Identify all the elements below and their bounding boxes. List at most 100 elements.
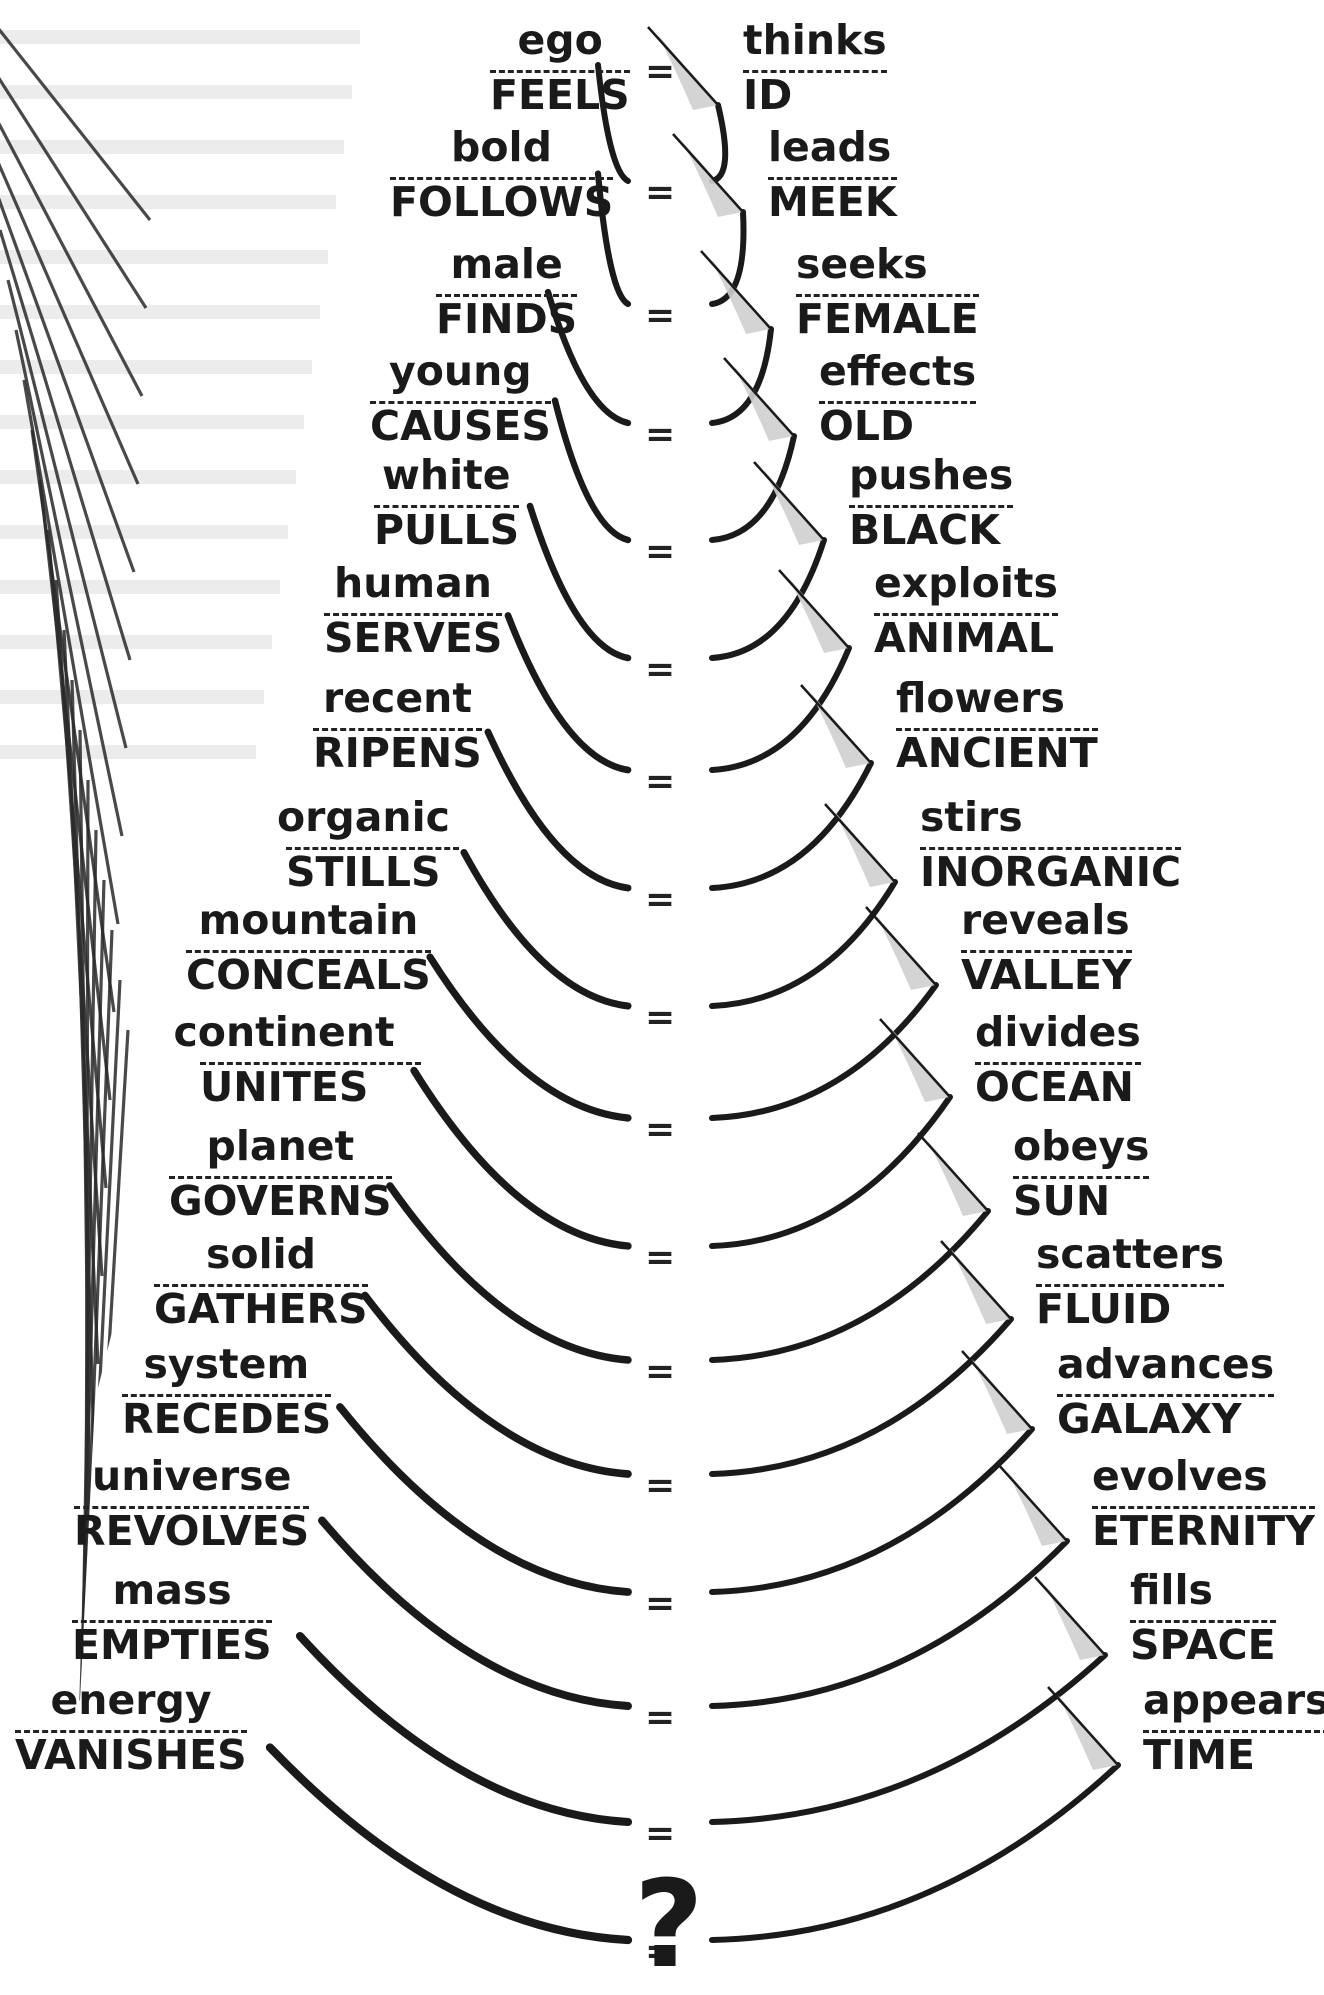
chevron-line <box>824 803 896 883</box>
left-numerator: planet <box>206 1122 355 1170</box>
chevron-line <box>700 250 772 330</box>
fraction-dash-line <box>122 1394 331 1397</box>
left-arc <box>386 1182 632 1364</box>
fraction-dash-line <box>975 1062 1141 1065</box>
equals-sign: = <box>645 1237 676 1278</box>
right-numerator: effects <box>819 347 977 395</box>
right-denominator: FEMALE <box>796 295 979 343</box>
right-denominator: OLD <box>819 402 915 450</box>
fraction-dash-line <box>961 950 1132 953</box>
right-numerator: exploits <box>874 559 1058 607</box>
fraction-dash-line <box>1036 1284 1224 1287</box>
fan-line <box>0 122 144 397</box>
fraction-dash-line <box>768 177 897 180</box>
fraction-dash-line <box>796 294 979 297</box>
right-denominator: BLACK <box>849 506 1000 554</box>
final-question-mark: ? <box>634 1856 704 1995</box>
fraction-dash-line <box>169 1176 392 1179</box>
fraction-dash-line <box>313 728 482 731</box>
left-numerator: white <box>382 451 511 499</box>
left-denominator: FOLLOWS <box>390 178 614 226</box>
chevron-line <box>647 26 719 106</box>
equals-sign: = <box>645 295 676 336</box>
fraction-dash-line <box>186 950 431 953</box>
left-denominator: UNITES <box>200 1063 369 1111</box>
equals-sign: = <box>645 761 676 802</box>
right-arc <box>709 982 939 1121</box>
right-denominator: GALAXY <box>1057 1395 1242 1443</box>
ghost-text-line <box>0 690 264 704</box>
chevron-line <box>800 684 872 764</box>
fan-line <box>22 379 120 925</box>
right-denominator: INORGANIC <box>920 848 1182 896</box>
right-denominator: ETERNITY <box>1092 1507 1315 1555</box>
right-numerator: reveals <box>961 896 1130 944</box>
right-denominator: SPACE <box>1130 1621 1276 1669</box>
right-arc <box>709 1316 1014 1477</box>
equals-sign: = <box>645 1465 676 1506</box>
ghost-text-line <box>0 360 312 374</box>
left-numerator: male <box>450 240 563 288</box>
equals-sign: = <box>645 1697 676 1738</box>
chevron-line <box>961 1350 1033 1430</box>
fan-line <box>0 162 140 485</box>
left-arc <box>544 288 632 427</box>
right-numerator: thinks <box>743 16 887 64</box>
equals-sign: = <box>645 649 676 690</box>
left-numerator: recent <box>323 674 472 722</box>
right-arc <box>709 537 827 661</box>
chevron-line <box>940 1240 1012 1320</box>
left-arc <box>551 397 632 544</box>
equals-sign: = <box>645 1931 676 1972</box>
right-denominator: FLUID <box>1036 1285 1172 1333</box>
left-numerator: solid <box>206 1230 317 1278</box>
chevron-line <box>753 461 825 541</box>
arc-group <box>265 26 1121 1945</box>
left-denominator: VANISHES <box>15 1731 247 1779</box>
ghost-text-line <box>0 30 360 44</box>
left-numerator: mountain <box>198 896 419 944</box>
fraction-dash-line <box>849 505 1013 508</box>
left-arc <box>361 1291 632 1478</box>
left-arc <box>484 728 632 892</box>
ghost-text-line <box>0 415 304 429</box>
fraction-dash-line <box>1143 1730 1324 1733</box>
right-numerator: pushes <box>849 451 1014 499</box>
left-arc <box>526 502 632 662</box>
fraction-dash-line <box>390 177 613 180</box>
fraction-dash-line <box>436 294 577 297</box>
chevron-line <box>865 906 937 986</box>
left-arc <box>595 62 631 184</box>
right-arc <box>709 879 898 1009</box>
fraction-dash-line <box>15 1730 247 1733</box>
left-denominator: RIPENS <box>313 729 482 777</box>
fan-line <box>0 197 136 573</box>
equals-sign: = <box>645 1813 676 1854</box>
fraction-dash-line <box>1092 1506 1315 1509</box>
left-denominator: GOVERNS <box>169 1177 392 1225</box>
left-numerator: ego <box>517 16 603 64</box>
right-numerator: flowers <box>896 674 1065 722</box>
right-numerator: fills <box>1130 1566 1213 1614</box>
fraction-dash-line <box>1130 1620 1276 1623</box>
fraction-dash-line <box>324 613 502 616</box>
right-denominator: ANIMAL <box>874 614 1054 662</box>
chevron-line <box>778 569 850 649</box>
left-arc <box>426 953 632 1122</box>
ghost-text-line <box>0 745 256 759</box>
left-denominator: FINDS <box>436 295 578 343</box>
equals-sign: = <box>645 414 676 455</box>
right-numerator: advances <box>1057 1340 1275 1388</box>
right-arc <box>709 433 797 543</box>
right-arc <box>709 645 852 773</box>
equals-sign: = <box>645 51 676 92</box>
fraction-dash-line <box>920 847 1181 850</box>
left-arc <box>504 612 632 774</box>
right-numerator: scatters <box>1036 1230 1225 1278</box>
right-denominator: OCEAN <box>975 1063 1134 1111</box>
fraction-dash-line <box>1013 1176 1149 1179</box>
right-arc <box>709 102 729 184</box>
left-numerator: energy <box>50 1676 212 1724</box>
